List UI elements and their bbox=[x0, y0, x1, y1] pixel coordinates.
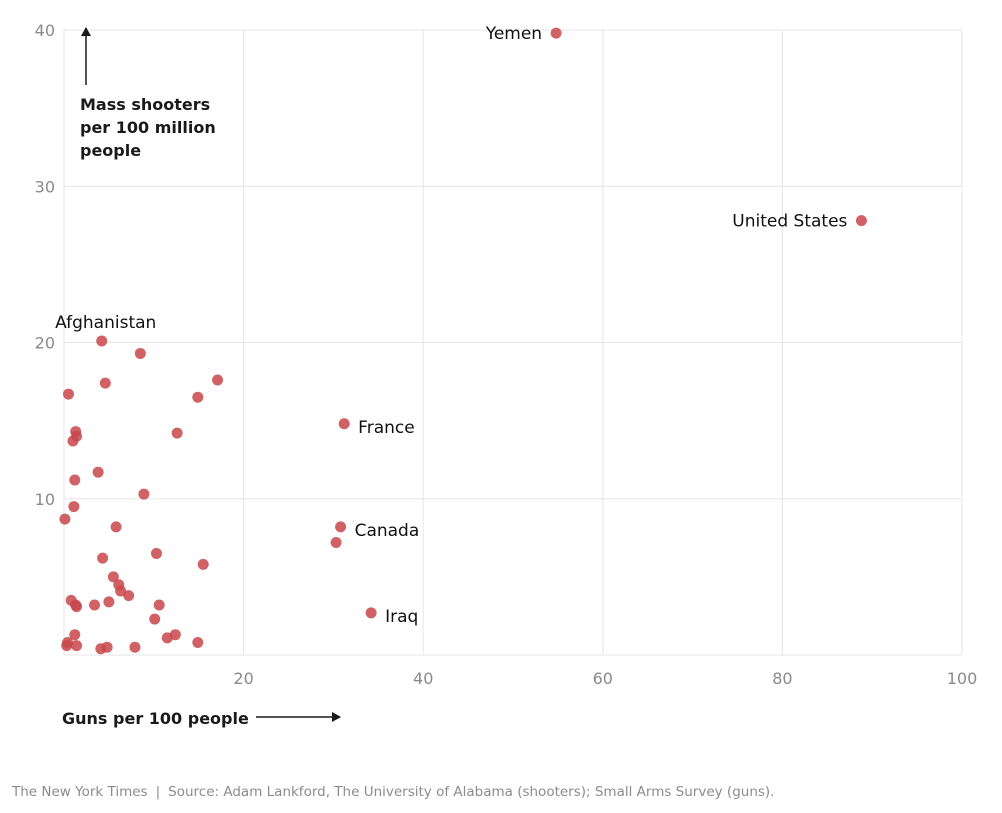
data-point bbox=[123, 590, 135, 602]
data-point bbox=[61, 640, 73, 652]
point-label: Yemen bbox=[485, 24, 542, 44]
data-point bbox=[365, 607, 377, 619]
data-point bbox=[171, 427, 183, 439]
y-tick-label: 10 bbox=[35, 490, 55, 509]
data-point bbox=[212, 374, 224, 386]
data-point bbox=[69, 474, 81, 486]
source-separator: | bbox=[155, 784, 161, 800]
data-point bbox=[92, 466, 104, 478]
data-point bbox=[71, 640, 83, 652]
point-labels: Yemen United States Afghanistan France Canad… bbox=[55, 24, 847, 627]
source-text: Source: Adam Lankford, The University of… bbox=[168, 784, 775, 800]
data-point bbox=[89, 599, 101, 611]
data-point bbox=[134, 347, 146, 359]
data-point bbox=[103, 596, 115, 608]
data-point bbox=[153, 599, 165, 611]
data-point bbox=[197, 558, 209, 570]
source-line: The New York Times | Source: Adam Lankford… bbox=[12, 784, 774, 800]
axis-ticks: 20 40 60 80 100 10 20 30 40 bbox=[35, 21, 978, 688]
data-point bbox=[330, 537, 342, 548]
data-point bbox=[71, 601, 83, 613]
y-tick-label: 30 bbox=[35, 177, 55, 196]
y-axis-title-line-2: per 100 million bbox=[80, 118, 216, 137]
data-point bbox=[335, 521, 347, 533]
y-tick-label: 40 bbox=[35, 21, 55, 40]
data-point bbox=[115, 585, 127, 597]
data-point bbox=[192, 391, 204, 403]
data-point bbox=[99, 377, 111, 389]
data-point bbox=[550, 27, 562, 39]
y-axis-title-line-1: Mass shooters bbox=[80, 95, 210, 114]
data-point bbox=[68, 501, 80, 513]
point-label: France bbox=[358, 418, 415, 438]
x-tick-label: 40 bbox=[413, 669, 433, 688]
x-axis-title-text: Guns per 100 people bbox=[62, 709, 249, 728]
data-points bbox=[59, 27, 867, 655]
point-label: Iraq bbox=[385, 607, 418, 627]
y-tick-label: 20 bbox=[35, 334, 55, 353]
x-axis-title: Guns per 100 people bbox=[62, 709, 341, 728]
data-point bbox=[101, 641, 113, 653]
x-tick-label: 60 bbox=[593, 669, 613, 688]
data-point bbox=[96, 335, 108, 347]
data-point bbox=[59, 513, 71, 525]
point-label: Canada bbox=[355, 521, 420, 541]
point-label: Afghanistan bbox=[55, 313, 156, 333]
data-point bbox=[62, 388, 74, 400]
data-point bbox=[150, 547, 162, 559]
x-tick-label: 80 bbox=[772, 669, 792, 688]
data-point bbox=[149, 613, 161, 625]
y-axis-title-line-3: people bbox=[80, 141, 141, 160]
data-point bbox=[138, 488, 150, 500]
grid bbox=[63, 29, 963, 656]
point-label: United States bbox=[732, 212, 847, 232]
data-point bbox=[161, 632, 173, 644]
x-tick-label: 20 bbox=[233, 669, 253, 688]
publisher: The New York Times bbox=[12, 784, 148, 800]
data-point bbox=[97, 552, 109, 564]
data-point bbox=[69, 629, 81, 641]
y-axis-title: Mass shooters per 100 million people bbox=[80, 27, 216, 160]
data-point bbox=[110, 521, 122, 533]
data-point bbox=[855, 215, 867, 227]
data-point bbox=[129, 641, 141, 653]
data-point bbox=[192, 637, 204, 648]
data-point bbox=[107, 571, 119, 583]
x-tick-label: 100 bbox=[947, 669, 978, 688]
data-point bbox=[338, 418, 350, 430]
data-point bbox=[67, 435, 79, 447]
